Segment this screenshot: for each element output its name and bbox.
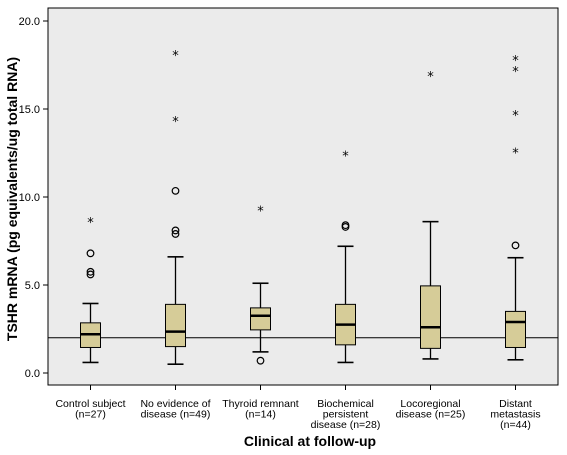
extreme-point: * bbox=[512, 147, 519, 162]
y-tick-label: 10.0 bbox=[19, 192, 40, 204]
outlier-point bbox=[341, 221, 350, 230]
outlier-point bbox=[511, 241, 520, 250]
plot-area bbox=[47, 7, 559, 386]
category-label-line: metastasis bbox=[490, 409, 540, 421]
category-label-line: (n=44) bbox=[500, 419, 531, 431]
outlier-point bbox=[171, 230, 180, 238]
extreme-point: * bbox=[342, 149, 349, 164]
extreme-point: * bbox=[172, 115, 179, 130]
y-tick-label: 5.0 bbox=[25, 280, 40, 292]
box bbox=[165, 303, 186, 348]
category-label: No evidence of disease (n=49) bbox=[140, 398, 210, 421]
category-label-line: (n=14) bbox=[245, 409, 276, 421]
category-label-line: Biochemical bbox=[317, 398, 374, 410]
category-label: Distant metastasis (n=44) bbox=[490, 398, 540, 431]
category-label-line: disease (n=25) bbox=[396, 409, 466, 421]
outlier-point bbox=[256, 356, 265, 365]
extreme-point: * bbox=[512, 109, 519, 124]
y-tick-label: 15.0 bbox=[19, 104, 40, 116]
chart-marks: 0.0 5.0 10.0 15.0 20.0 * Control subject (n=27)… bbox=[19, 16, 558, 431]
category-label-line: Distant bbox=[499, 398, 532, 410]
category-label-line: disease (n=28) bbox=[311, 419, 381, 431]
category-label: Thyroid remnant (n=14) bbox=[222, 398, 299, 421]
outlier-point bbox=[86, 270, 95, 279]
y-axis-title: TSHR mRNA (pg equivalents/ug total RNA) bbox=[4, 57, 20, 341]
category-label-line: Control subject bbox=[55, 398, 125, 410]
x-axis-title: Clinical at follow-up bbox=[244, 433, 376, 449]
category-label: Control subject (n=27) bbox=[55, 398, 125, 421]
extreme-point: * bbox=[87, 216, 94, 231]
extreme-point: * bbox=[427, 70, 434, 85]
extreme-point: * bbox=[172, 49, 179, 64]
category-label: Biochemical persistent disease (n=28) bbox=[311, 398, 381, 431]
category-label-line: No evidence of bbox=[140, 398, 210, 410]
category-label-line: Thyroid remnant bbox=[222, 398, 299, 410]
category-label-line: persistent bbox=[323, 409, 369, 421]
extreme-point: * bbox=[512, 54, 519, 69]
outlier-point bbox=[86, 267, 95, 276]
box bbox=[505, 310, 526, 348]
category-label-line: disease (n=49) bbox=[141, 409, 211, 421]
category-label-line: Locoregional bbox=[400, 398, 460, 410]
extreme-point: * bbox=[257, 205, 264, 220]
y-tick-label: 20.0 bbox=[19, 16, 40, 28]
outlier-point bbox=[86, 249, 95, 258]
category-label-line: (n=27) bbox=[75, 409, 106, 421]
box bbox=[420, 285, 441, 349]
y-tick-label: 0.0 bbox=[25, 368, 40, 380]
extreme-point: * bbox=[512, 65, 519, 80]
outlier-point bbox=[171, 226, 180, 235]
outlier-point bbox=[171, 186, 180, 195]
box bbox=[250, 307, 271, 331]
category-label: Locoregional disease (n=25) bbox=[396, 398, 466, 421]
